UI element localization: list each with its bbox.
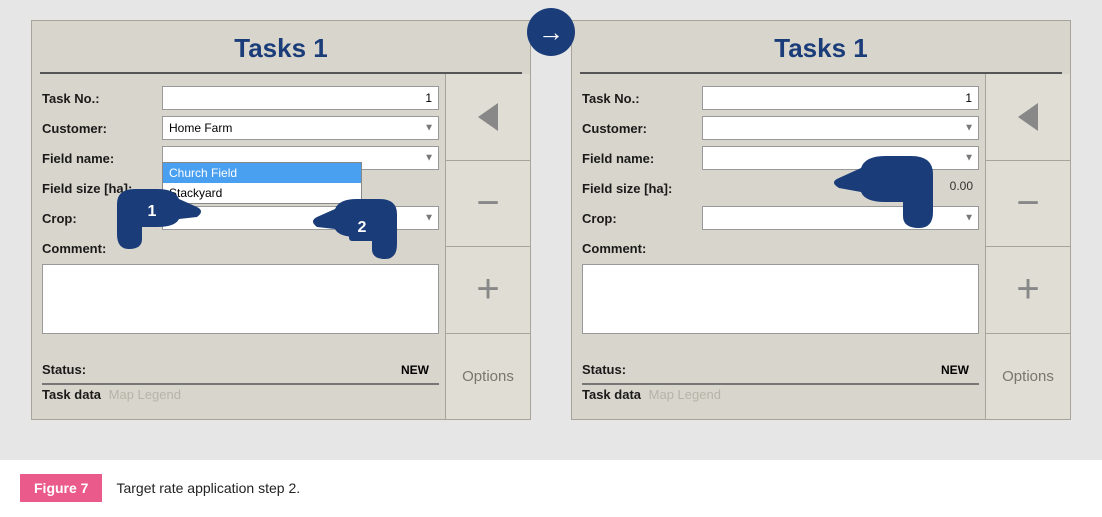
- task-no-input[interactable]: 1: [702, 86, 979, 110]
- pointer-hand-2-icon: 2: [307, 179, 417, 264]
- form-area: Task No.: 1 Customer: Home Farm ▼ Fi: [32, 74, 445, 419]
- panels-row: Tasks 1 Task No.: 1 Customer: Home Farm …: [20, 20, 1082, 420]
- customer-label: Customer:: [42, 121, 162, 136]
- chevron-down-icon: ▼: [964, 123, 974, 134]
- chevron-down-icon: ▼: [964, 153, 974, 164]
- customer-label: Customer:: [582, 121, 702, 136]
- minus-button[interactable]: −: [986, 161, 1070, 248]
- comment-textarea[interactable]: [582, 264, 979, 334]
- triangle-left-icon: [478, 103, 498, 131]
- task-no-label: Task No.:: [42, 91, 162, 106]
- row-status: Status: NEW: [582, 362, 979, 377]
- task-no-value: 1: [965, 91, 972, 105]
- triangle-left-icon: [1018, 103, 1038, 131]
- panel-body: Task No.: 1 Customer: ▼ Field name:: [572, 74, 1070, 419]
- row-status: Status: NEW: [42, 362, 439, 377]
- panel-right: Tasks 1 Task No.: 1 Customer: ▼: [571, 20, 1071, 420]
- options-button[interactable]: Options: [986, 334, 1070, 420]
- panel-body: Task No.: 1 Customer: Home Farm ▼ Fi: [32, 74, 530, 419]
- field-name-label: Field name:: [582, 151, 702, 166]
- plus-button[interactable]: +: [986, 247, 1070, 334]
- crop-label: Crop:: [582, 211, 702, 226]
- side-buttons: − + Options: [445, 74, 530, 419]
- figure-caption: Figure 7 Target rate application step 2.: [20, 474, 1102, 502]
- prev-button[interactable]: [986, 74, 1070, 161]
- field-size-label: Field size [ha]:: [582, 181, 702, 196]
- customer-dropdown[interactable]: Home Farm ▼: [162, 116, 439, 140]
- tab-task-data[interactable]: Task data: [42, 387, 101, 402]
- task-no-label: Task No.:: [582, 91, 702, 106]
- row-task-no: Task No.: 1: [42, 84, 439, 112]
- status-value: NEW: [162, 363, 439, 377]
- plus-button[interactable]: +: [446, 247, 530, 334]
- pointer-badge-2: 2: [349, 215, 375, 241]
- row-customer: Customer: Home Farm ▼: [42, 114, 439, 142]
- figure-container: → Tasks 1 Task No.: 1 Customer: Ho: [0, 0, 1102, 460]
- transition-arrow-icon: →: [527, 8, 575, 56]
- arrow-glyph: →: [538, 17, 564, 48]
- side-buttons: − + Options: [985, 74, 1070, 419]
- tabs: Task data Map Legend: [582, 383, 979, 402]
- status-value: NEW: [702, 363, 979, 377]
- chevron-down-icon: ▼: [964, 213, 974, 224]
- pointer-badge-1: 1: [139, 199, 165, 225]
- figure-badge: Figure 7: [20, 474, 102, 502]
- plus-icon: +: [476, 267, 499, 312]
- tab-task-data[interactable]: Task data: [582, 387, 641, 402]
- chevron-down-icon: ▼: [424, 153, 434, 164]
- chevron-down-icon: ▼: [424, 213, 434, 224]
- tab-map-legend[interactable]: Map Legend: [109, 387, 181, 402]
- panel-title: Tasks 1: [580, 21, 1062, 74]
- row-comment-label: Comment:: [582, 234, 979, 262]
- field-name-label: Field name:: [42, 151, 162, 166]
- status-label: Status:: [582, 362, 702, 377]
- row-task-no: Task No.: 1: [582, 84, 979, 112]
- comment-textarea[interactable]: [42, 264, 439, 334]
- comment-label: Comment:: [582, 241, 702, 256]
- plus-icon: +: [1016, 267, 1039, 312]
- prev-button[interactable]: [446, 74, 530, 161]
- options-button[interactable]: Options: [446, 334, 530, 420]
- chevron-down-icon: ▼: [424, 123, 434, 134]
- minus-icon: −: [476, 181, 499, 226]
- minus-icon: −: [1016, 181, 1039, 226]
- panel-left: Tasks 1 Task No.: 1 Customer: Home Farm …: [31, 20, 531, 420]
- tabs: Task data Map Legend: [42, 383, 439, 402]
- customer-value: Home Farm: [169, 121, 232, 135]
- panel-title: Tasks 1: [40, 21, 522, 74]
- minus-button[interactable]: −: [446, 161, 530, 248]
- task-no-value: 1: [425, 91, 432, 105]
- task-no-input[interactable]: 1: [162, 86, 439, 110]
- pointer-hand-icon: [827, 134, 957, 234]
- form-area: Task No.: 1 Customer: ▼ Field name:: [572, 74, 985, 419]
- tab-map-legend[interactable]: Map Legend: [649, 387, 721, 402]
- figure-text: Target rate application step 2.: [102, 474, 314, 502]
- pointer-hand-1-icon: 1: [97, 169, 207, 254]
- status-label: Status:: [42, 362, 162, 377]
